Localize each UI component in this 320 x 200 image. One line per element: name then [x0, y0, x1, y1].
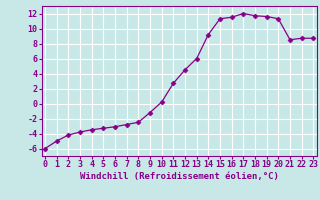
X-axis label: Windchill (Refroidissement éolien,°C): Windchill (Refroidissement éolien,°C) — [80, 172, 279, 181]
